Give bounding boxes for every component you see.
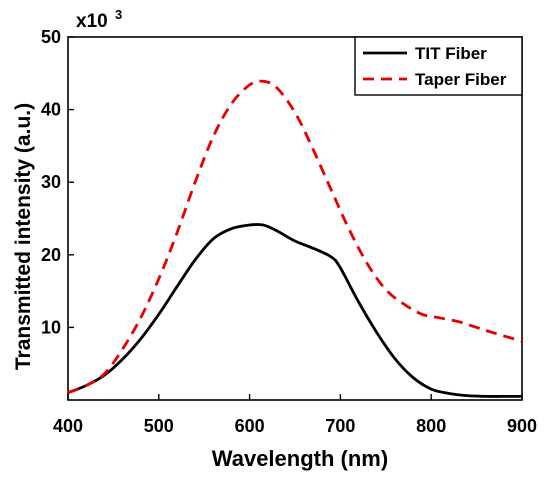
y-tick-label: 40 bbox=[41, 100, 61, 120]
y-tick-label: 10 bbox=[41, 317, 61, 337]
series-layer bbox=[67, 79, 523, 398]
y-axis-label: Transmitted intensity (a.u.) bbox=[12, 103, 35, 370]
x-axis-label: Wavelength (nm) bbox=[212, 446, 388, 471]
series-line-tit-fiber bbox=[67, 223, 522, 398]
y-tick-label: 50 bbox=[41, 27, 61, 47]
x-tick-label: 700 bbox=[325, 416, 355, 436]
x-tick-label: 800 bbox=[416, 416, 446, 436]
x-tick-label: 400 bbox=[53, 416, 83, 436]
x-tick-label: 500 bbox=[144, 416, 174, 436]
legend: TIT Fiber Taper Fiber bbox=[354, 36, 523, 96]
legend-label-tit-fiber: TIT Fiber bbox=[415, 44, 487, 63]
x-tick-label: 600 bbox=[235, 416, 265, 436]
y-tick-label: 30 bbox=[41, 172, 61, 192]
y-multiplier-label: x10 bbox=[76, 11, 108, 32]
legend-label-taper-fiber: Taper Fiber bbox=[415, 70, 507, 89]
y-multiplier-exponent: 3 bbox=[115, 7, 122, 22]
x-tick-label: 900 bbox=[507, 416, 537, 436]
series-line-taper-fiber bbox=[67, 79, 523, 395]
legend-box bbox=[354, 36, 523, 96]
axes-layer: 400 500 600 700 800 900 10 20 30 40 50 Wavelength (… bbox=[12, 7, 537, 471]
plot-frame bbox=[67, 36, 523, 401]
y-tick-label: 20 bbox=[41, 245, 61, 265]
